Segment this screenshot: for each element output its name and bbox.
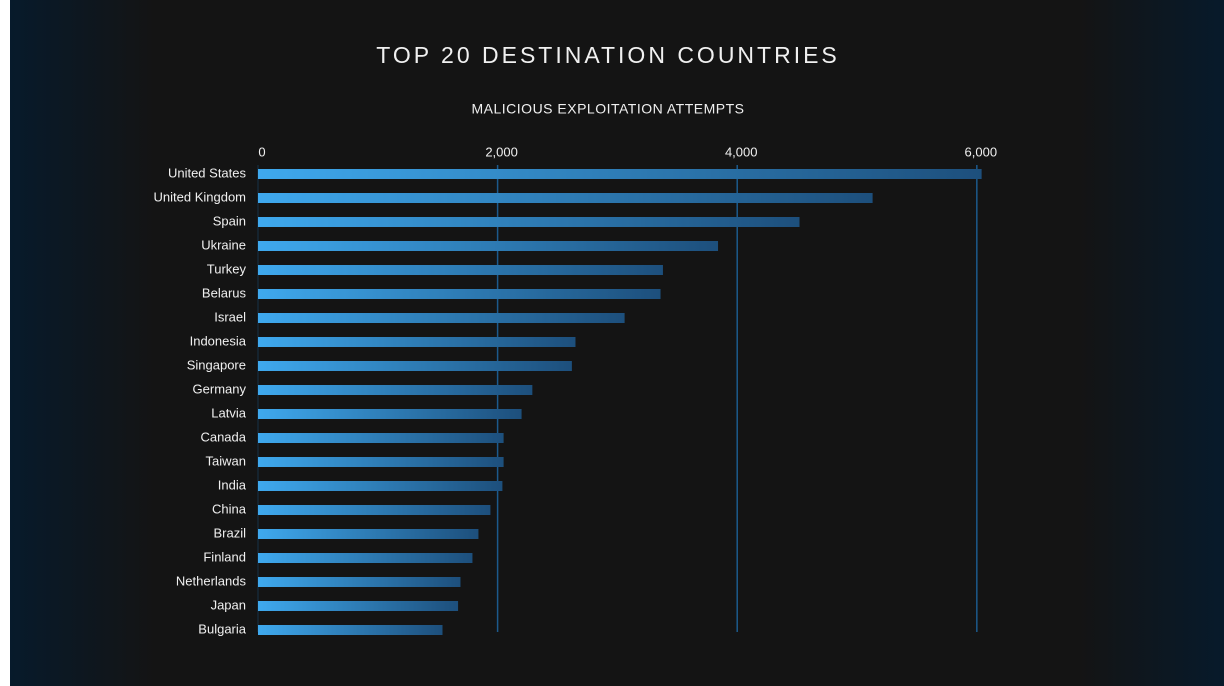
bar [258,577,461,587]
y-tick-label: Belarus [202,285,247,300]
bar [258,385,533,395]
y-tick-label: Germany [193,381,247,396]
bar [258,529,479,539]
x-tick-label: 0 [258,144,265,159]
bar [258,601,459,611]
bar [258,217,800,227]
y-tick-label: Spain [213,213,246,228]
x-tick-label: 4,000 [725,144,758,159]
chart-subtitle: MALICIOUS EXPLOITATION ATTEMPTS [472,101,745,117]
y-tick-label: United Kingdom [154,189,247,204]
y-tick-label: Singapore [187,357,246,372]
bar [258,361,572,371]
bar [258,289,661,299]
y-tick-label: China [212,501,247,516]
y-tick-label: Israel [214,309,246,324]
panel [10,0,1224,686]
bar [258,433,504,443]
bar [258,337,576,347]
bar [258,193,873,203]
y-tick-label: Latvia [211,405,246,420]
y-tick-label: India [218,477,247,492]
bar [258,169,982,179]
bar [258,481,503,491]
bar [258,457,504,467]
y-tick-label: Netherlands [176,573,247,588]
y-tick-label: Turkey [207,261,247,276]
y-tick-label: Bulgaria [198,621,246,636]
x-tick-label: 2,000 [485,144,518,159]
y-tick-label: United States [168,165,247,180]
bar [258,625,443,635]
bar [258,265,663,275]
x-tick-label: 6,000 [965,144,998,159]
bar [258,409,522,419]
y-tick-label: Canada [200,429,246,444]
bar [258,505,491,515]
y-tick-label: Finland [203,549,246,564]
bar [258,313,625,323]
chart-title: TOP 20 DESTINATION COUNTRIES [376,42,840,68]
bar [258,241,719,251]
y-tick-label: Brazil [213,525,246,540]
y-tick-label: Taiwan [206,453,246,468]
y-tick-label: Ukraine [201,237,246,252]
bar [258,553,473,563]
y-tick-label: Japan [211,597,246,612]
y-tick-label: Indonesia [190,333,247,348]
